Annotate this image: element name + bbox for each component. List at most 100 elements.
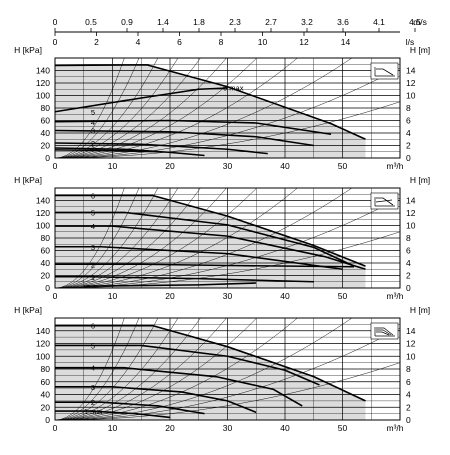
y-tick-label-m: 8 — [406, 103, 411, 113]
x-axis-label: m³/h — [387, 423, 404, 433]
y-tick-label-kpa: 120 — [36, 208, 50, 218]
system-curve-line — [54, 187, 179, 289]
icon-curve — [376, 327, 394, 336]
system-curve-line — [54, 57, 159, 159]
y-tick-label-kpa: 80 — [41, 233, 51, 243]
proportional-pressure-icon — [370, 192, 399, 210]
y-tick-label-kpa: 40 — [41, 258, 51, 268]
pump-curve-2 — [55, 401, 205, 415]
plot-frame — [54, 317, 401, 421]
x-tick-label: 20 — [165, 161, 175, 171]
constant-pressure-icon — [370, 322, 399, 340]
operating-region-shading — [55, 195, 366, 288]
system-curve-line — [54, 187, 227, 289]
y-tick-label-m: 4 — [406, 128, 411, 138]
y-tick-label-kpa: 40 — [41, 390, 51, 400]
x-tick-label: 50 — [338, 291, 348, 301]
system-curve-line — [54, 317, 298, 421]
flow-lps-tick-label: 10 — [258, 37, 268, 47]
series-label: 4 — [91, 222, 95, 231]
system-curve-line — [54, 317, 159, 421]
y-tick-label-m: 4 — [406, 390, 411, 400]
velocity-tick-label: 4.5 — [409, 17, 421, 27]
pump-curve-1 — [55, 275, 314, 283]
flow-lps-tick-label: 6 — [177, 37, 182, 47]
pump-curve-unnamed — [54, 149, 159, 153]
x-tick-label: 0 — [53, 291, 58, 301]
velocity-tick-label: 1.4 — [157, 17, 169, 27]
series-label: 5 — [91, 108, 95, 117]
pump-curve-6-max — [54, 64, 366, 140]
flow-lps-tick-label: 14 — [341, 37, 351, 47]
flow-lps-tick-label: 2 — [94, 37, 99, 47]
pump-curve-4 — [55, 225, 366, 271]
y-tick-label-m: 10 — [406, 351, 416, 361]
series-label: 6 — [91, 192, 95, 201]
velocity-tick-label: 0.9 — [121, 17, 133, 27]
pump-curve-4 — [55, 366, 303, 407]
y-tick-label-kpa: 60 — [41, 377, 51, 387]
series-label: 3 — [91, 383, 95, 392]
y-axis-label-m: H [m] — [410, 45, 430, 55]
velocity-tick-label: 1.8 — [193, 17, 205, 27]
series-label: 5 — [91, 208, 95, 217]
y-tick-label-kpa: 0 — [45, 415, 50, 425]
pump-curve-5 — [55, 211, 355, 267]
series-label: 1 min — [84, 407, 102, 416]
flow-lps-unit-label: l/s — [406, 37, 415, 47]
x-tick-label: 0 — [53, 423, 58, 433]
velocity-tick-label: 4.1 — [373, 17, 385, 27]
series-label: 3 — [91, 127, 95, 136]
flow-lps-tick-label: 4 — [136, 37, 141, 47]
x-tick-label: 50 — [338, 423, 348, 433]
system-curve-line — [54, 187, 140, 289]
y-tick-label-m: 10 — [406, 91, 416, 101]
y-tick-label-kpa: 120 — [36, 78, 50, 88]
y-axis-label-kpa: H [kPa] — [14, 175, 42, 185]
series-label: 1 — [91, 273, 95, 282]
top-axis: 0 0.5 0.9 1.4 1.8 2.3 2.7 3.2 3.6 4.1 4.5m/s 0 2 4 6 8 1… — [53, 17, 427, 47]
y-tick-label-kpa: 80 — [41, 103, 51, 113]
y-tick-label-m: 12 — [406, 208, 416, 218]
y-tick-label-m: 0 — [406, 283, 411, 293]
y-tick-label-m: 6 — [406, 116, 411, 126]
flow-lps-tick-label: 8 — [219, 37, 224, 47]
series-label: 4 — [91, 118, 95, 127]
y-tick-label-kpa: 120 — [36, 339, 50, 349]
pump-curve-2 — [54, 142, 268, 155]
velocity-unit-label: m/s — [413, 17, 427, 27]
icon-box — [370, 62, 399, 80]
y-tick-label-kpa: 20 — [41, 141, 51, 151]
x-tick-label: 30 — [223, 423, 233, 433]
velocity-tick-label: 3.2 — [301, 17, 313, 27]
y-tick-label-m: 12 — [406, 78, 416, 88]
y-tick-label-kpa: 140 — [36, 326, 50, 336]
x-tick-label: 10 — [108, 291, 118, 301]
system-curve-line — [54, 187, 257, 289]
pump-curve-3 — [54, 129, 314, 147]
series-label: 2 — [91, 139, 95, 148]
flow-lps-tick-label: 12 — [299, 37, 309, 47]
system-curve-line — [54, 57, 227, 159]
pump-curve-5 — [55, 344, 320, 386]
y-axis-label-kpa: H [kPa] — [14, 305, 42, 315]
x-tick-label: 40 — [280, 161, 290, 171]
y-tick-label-kpa: 100 — [36, 351, 50, 361]
y-tick-label-kpa: 60 — [41, 116, 51, 126]
y-tick-label-m: 10 — [406, 221, 416, 231]
system-curve-line — [54, 317, 353, 421]
x-tick-label: 20 — [165, 291, 175, 301]
pump-curve-3 — [55, 245, 343, 271]
y-tick-label-m: 14 — [406, 66, 416, 76]
y-tick-label-m: 6 — [406, 377, 411, 387]
operating-region-shading — [55, 64, 366, 158]
y-tick-label-kpa: 60 — [41, 246, 51, 256]
system-curve-line — [54, 187, 201, 289]
system-curve-line — [54, 317, 125, 421]
y-tick-label-kpa: 40 — [41, 128, 51, 138]
icon-curve — [375, 197, 394, 206]
pump-curve-4 — [54, 119, 332, 136]
